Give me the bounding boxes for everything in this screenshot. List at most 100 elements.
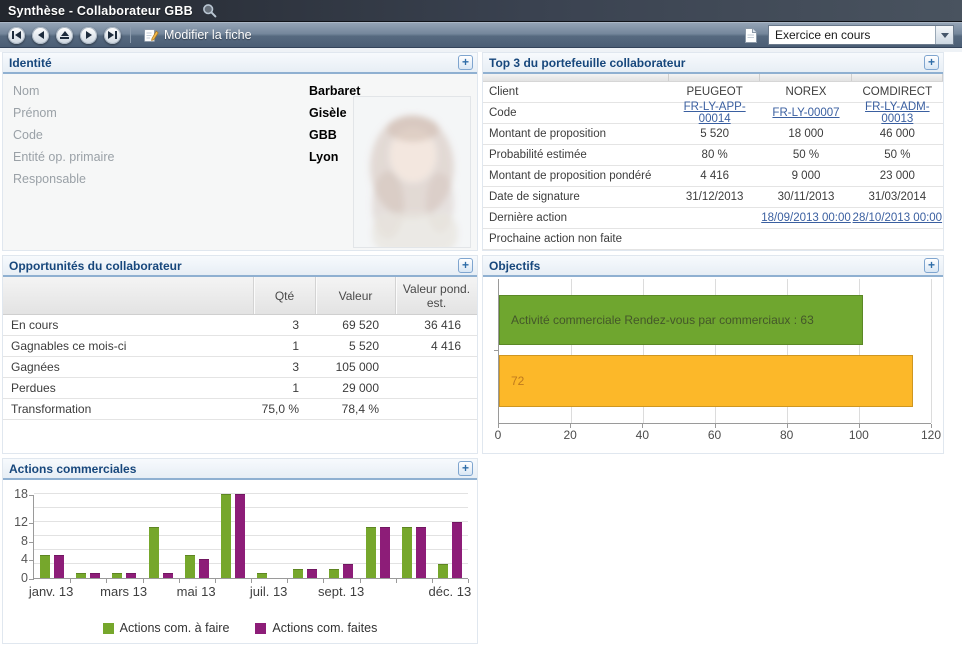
opportunities-panel-header: Opportunités du collaborateur [3, 256, 477, 277]
row-label: Gagnées [3, 360, 253, 374]
axis-tick-label: 100 [849, 428, 869, 442]
table-cell: 18 000 [760, 128, 851, 140]
bar-label: Activité commerciale Rendez-vous par com… [511, 313, 814, 327]
field-value: Lyon [309, 150, 338, 164]
row-label: Date de signature [483, 191, 669, 203]
axis-tick-label: 80 [780, 428, 793, 442]
axis-tick-label: 60 [708, 428, 721, 442]
last-record-button[interactable] [104, 27, 121, 44]
table-cell: 5 520 [669, 128, 760, 140]
field-label: Prénom [3, 106, 309, 120]
column-header: Qté [253, 277, 315, 314]
collaborator-photo [353, 96, 471, 248]
actions-chart: 0481218 janv. 13mars 13mai 13juil. 13sep… [3, 480, 477, 643]
chart-bar [343, 564, 353, 578]
actions-xaxis: janv. 13mars 13mai 13juil. 13sept. 13déc… [33, 581, 468, 601]
previous-record-icon [38, 31, 44, 39]
table-header-strip [483, 74, 943, 82]
record-link[interactable]: 28/10/2013 00:00 [852, 212, 943, 224]
opportunities-table: QtéValeurValeur pond. est. En cours369 5… [3, 277, 477, 453]
search-icon[interactable] [202, 3, 217, 18]
table-cell: 23 000 [852, 170, 943, 182]
axis-tick-label: 0 [495, 428, 502, 442]
edit-record-button[interactable]: Modifier la fiche [139, 25, 256, 45]
table-cell: 36 416 [395, 318, 477, 332]
chart-bar [293, 569, 303, 578]
top3-table: ClientPEUGEOTNOREXCOMDIRECTCodeFR-LY-APP… [483, 74, 943, 250]
column-header [3, 277, 253, 314]
chart-bar [163, 573, 173, 578]
top3-panel-title: Top 3 du portefeuille collaborateur [489, 56, 924, 70]
identity-panel-title: Identité [9, 56, 458, 70]
axis-tick-label: 8 [4, 534, 28, 548]
top3-panel: Top 3 du portefeuille collaborateur Clie… [482, 52, 944, 251]
axis-tick [494, 350, 499, 351]
previous-record-button[interactable] [32, 27, 49, 44]
exercise-select[interactable]: Exercice en cours [768, 25, 954, 45]
bar-group [396, 495, 432, 578]
field-value: Gisèle [309, 106, 347, 120]
table-cell: 3 [253, 318, 315, 332]
document-icon[interactable] [744, 27, 758, 44]
chart-bar [54, 555, 64, 578]
chart-bar [416, 527, 426, 578]
record-link[interactable]: FR-LY-APP-00014 [669, 101, 760, 125]
objectifs-panel: Objectifs Activité commerciale Rendez-vo… [482, 255, 944, 454]
pencil-icon [143, 27, 159, 43]
bar-groups [34, 495, 468, 578]
identity-expand-button[interactable] [458, 55, 473, 70]
top3-expand-button[interactable] [924, 55, 939, 70]
record-link[interactable]: 18/09/2013 00:00 [760, 212, 851, 224]
row-label: Montant de proposition [483, 128, 669, 140]
actions-expand-button[interactable] [458, 461, 473, 476]
axis-tick-label: sept. 13 [318, 584, 364, 599]
chart-bar [221, 494, 231, 578]
objectifs-chart: Activité commerciale Rendez-vous par com… [483, 277, 943, 453]
row-label: Montant de proposition pondéré [483, 170, 669, 182]
bar-group [360, 495, 396, 578]
axis-tick-label: mai 13 [177, 584, 216, 599]
actions-panel-header: Actions commerciales [3, 459, 477, 480]
objectifs-panel-header: Objectifs [483, 256, 943, 277]
table-cell: 29 000 [315, 381, 395, 395]
axis-tick-label: 0 [4, 571, 28, 585]
objectifs-panel-title: Objectifs [489, 259, 924, 273]
opportunities-expand-button[interactable] [458, 258, 473, 273]
bar-label: 72 [511, 374, 524, 388]
field-label: Responsable [3, 172, 309, 186]
toolbar-right: Exercice en cours [744, 25, 954, 45]
legend-swatch [103, 623, 114, 634]
chart-bar [149, 527, 159, 578]
field-label: Entité op. primaire [3, 150, 309, 164]
bar-group [287, 495, 323, 578]
table-cell: 4 416 [395, 339, 477, 353]
bar-group [251, 495, 287, 578]
eject-icon [60, 31, 69, 39]
app-window: Synthèse - Collaborateur GBB [0, 0, 962, 644]
legend-swatch [255, 623, 266, 634]
header-cell [760, 74, 851, 81]
objectifs-plot: Activité commerciale Rendez-vous par com… [498, 279, 931, 424]
chevron-down-icon[interactable] [935, 26, 953, 44]
field-value: GBB [309, 128, 337, 142]
table-cell: 1 [253, 339, 315, 353]
window-titlebar: Synthèse - Collaborateur GBB [0, 0, 962, 22]
table-cell: 31/03/2014 [852, 191, 943, 203]
axis-tick [29, 579, 34, 580]
next-record-button[interactable] [80, 27, 97, 44]
header-cell [669, 74, 760, 81]
bar-group [143, 495, 179, 578]
record-link[interactable]: FR-LY-00007 [760, 107, 851, 119]
bar-group [432, 495, 468, 578]
objectifs-expand-button[interactable] [924, 258, 939, 273]
top3-panel-header: Top 3 du portefeuille collaborateur [483, 53, 943, 74]
table-cell: 105 000 [315, 360, 395, 374]
record-link[interactable]: FR-LY-ADM-00013 [852, 101, 943, 125]
chart-bar [380, 527, 390, 578]
axis-tick-label: janv. 13 [29, 584, 74, 599]
chart-bar [199, 559, 209, 578]
first-record-button[interactable] [8, 27, 25, 44]
table-row: Probabilité estimée80 %50 %50 % [483, 145, 943, 166]
row-label: Probabilité estimée [483, 149, 669, 161]
record-list-button[interactable] [56, 27, 73, 44]
